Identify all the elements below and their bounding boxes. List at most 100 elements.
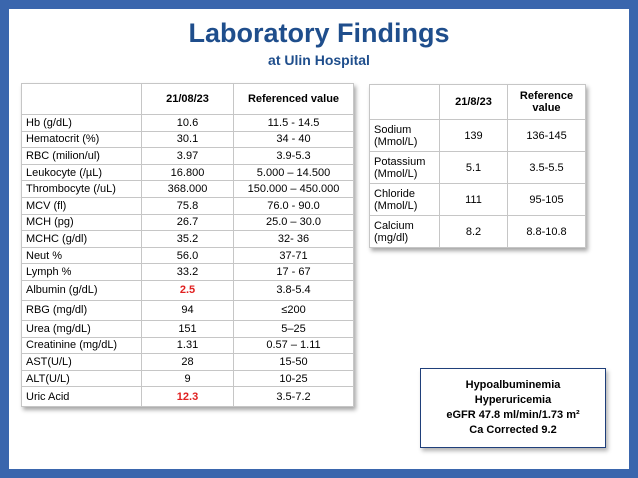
row-reference: 136-145 (507, 119, 586, 152)
table-row: MCV (fl) 75.8 76.0 - 90.0 (21, 196, 354, 215)
row-label: MCH (pg) (21, 213, 142, 232)
row-reference: 150.000 – 450.000 (233, 180, 354, 198)
row-label: Chloride (Mmol/L) (369, 183, 440, 216)
table-row: MCH (pg) 26.7 25.0 – 30.0 (21, 213, 354, 232)
column-header-date: 21/08/23 (141, 83, 234, 115)
table-row: Chloride (Mmol/L) 111 95-105 (369, 183, 586, 216)
row-value: 10.6 (141, 114, 234, 132)
table-header-row: 21/08/23 Referenced value (21, 83, 354, 115)
column-header-label (21, 83, 142, 115)
row-value: 111 (439, 183, 508, 216)
row-value: 139 (439, 119, 508, 152)
row-reference: 3.8-5.4 (233, 279, 354, 301)
row-value: 1.31 (141, 336, 234, 355)
row-value: 9 (141, 369, 234, 388)
table-row: Hb (g/dL) 10.6 11.5 - 14.5 (21, 114, 354, 132)
column-header-label (369, 84, 440, 120)
row-label: MCV (fl) (21, 196, 142, 215)
table-row: Neut % 56.0 37-71 (21, 246, 354, 265)
row-label: Neut % (21, 246, 142, 265)
row-reference: 5.000 – 14.500 (233, 163, 354, 182)
electrolyte-table: 21/8/23 Reference value Sodium (Mmol/L) 1… (369, 84, 586, 248)
table-row: Sodium (Mmol/L) 139 136-145 (369, 119, 586, 152)
row-value: 75.8 (141, 196, 234, 215)
column-header-reference: Referenced value (233, 83, 354, 115)
column-header-reference: Reference value (507, 84, 586, 120)
row-value: 33.2 (141, 263, 234, 281)
row-label: Potassium (Mmol/L) (369, 151, 440, 184)
row-reference: 10-25 (233, 369, 354, 388)
row-reference: 17 - 67 (233, 263, 354, 281)
row-label: ALT(U/L) (21, 369, 142, 388)
row-reference: 3.9-5.3 (233, 147, 354, 165)
row-value: 16.800 (141, 163, 234, 182)
row-label: Albumin (g/dL) (21, 279, 142, 301)
row-reference: 11.5 - 14.5 (233, 114, 354, 132)
row-value: 5.1 (439, 151, 508, 184)
row-label: MCHC (g/dl) (21, 230, 142, 248)
row-label: Lymph % (21, 263, 142, 281)
table-row: AST(U/L) 28 15-50 (21, 353, 354, 371)
row-value: 12.3 (141, 386, 234, 408)
row-value: 94 (141, 299, 234, 321)
row-label: AST(U/L) (21, 353, 142, 371)
row-label: Sodium (Mmol/L) (369, 119, 440, 152)
column-header-date: 21/8/23 (439, 84, 508, 120)
row-reference: 25.0 – 30.0 (233, 213, 354, 232)
table-row: MCHC (g/dl) 35.2 32- 36 (21, 230, 354, 248)
row-label: Leukocyte (/µL) (21, 163, 142, 182)
page-subtitle: at Ulin Hospital (268, 52, 370, 68)
row-reference: 32- 36 (233, 230, 354, 248)
table-row: Leukocyte (/µL) 16.800 5.000 – 14.500 (21, 163, 354, 182)
row-reference: 0.57 – 1.11 (233, 336, 354, 355)
table-row: Creatinine (mg/dL) 1.31 0.57 – 1.11 (21, 336, 354, 355)
table-row: RBG (mg/dl) 94 ≤200 (21, 299, 354, 321)
row-reference: 3.5-5.5 (507, 151, 586, 184)
row-label: Hematocrit (%) (21, 130, 142, 149)
row-reference: ≤200 (233, 299, 354, 321)
summary-line: Ca Corrected 9.2 (469, 424, 557, 436)
table-row: Hematocrit (%) 30.1 34 - 40 (21, 130, 354, 149)
row-reference: 37-71 (233, 246, 354, 265)
row-reference: 34 - 40 (233, 130, 354, 149)
row-label: Calcium (mg/dl) (369, 215, 440, 248)
table-row: Albumin (g/dL) 2.5 3.8-5.4 (21, 279, 354, 301)
table-row: Lymph % 33.2 17 - 67 (21, 263, 354, 281)
row-value: 8.2 (439, 215, 508, 248)
row-value: 28 (141, 353, 234, 371)
row-value: 35.2 (141, 230, 234, 248)
table-header-row: 21/8/23 Reference value (369, 84, 586, 120)
row-value: 30.1 (141, 130, 234, 149)
row-value: 151 (141, 319, 234, 338)
table-row: RBC (milion/ul) 3.97 3.9-5.3 (21, 147, 354, 165)
row-reference: 5–25 (233, 319, 354, 338)
row-label: RBC (milion/ul) (21, 147, 142, 165)
row-label: Urea (mg/dL) (21, 319, 142, 338)
row-reference: 15-50 (233, 353, 354, 371)
row-value: 3.97 (141, 147, 234, 165)
page-title: Laboratory Findings (188, 18, 450, 48)
summary-line: Hypoalbuminemia (465, 379, 561, 391)
row-reference: 8.8-10.8 (507, 215, 586, 248)
row-label: Creatinine (mg/dL) (21, 336, 142, 355)
row-value: 26.7 (141, 213, 234, 232)
table-row: Uric Acid 12.3 3.5-7.2 (21, 386, 354, 408)
table-row: Urea (mg/dL) 151 5–25 (21, 319, 354, 338)
row-label: Uric Acid (21, 386, 142, 408)
summary-line: Hyperuricemia (474, 394, 552, 406)
table-row: Thrombocyte (/uL) 368.000 150.000 – 450.00… (21, 180, 354, 198)
hematology-table: 21/08/23 Referenced value Hb (g/dL) 10.6 1… (21, 83, 354, 408)
row-reference: 76.0 - 90.0 (233, 196, 354, 215)
row-value: 56.0 (141, 246, 234, 265)
row-value: 2.5 (141, 279, 234, 301)
row-label: Hb (g/dL) (21, 114, 142, 132)
summary-line: eGFR 47.8 ml/min/1.73 m² (446, 409, 580, 421)
row-label: Thrombocyte (/uL) (21, 180, 142, 198)
table-row: Calcium (mg/dl) 8.2 8.8-10.8 (369, 215, 586, 248)
summary-box: Hypoalbuminemia Hyperuricemia eGFR 47.8 … (420, 368, 606, 448)
row-reference: 3.5-7.2 (233, 386, 354, 408)
row-value: 368.000 (141, 180, 234, 198)
row-label: RBG (mg/dl) (21, 299, 142, 321)
table-row: ALT(U/L) 9 10-25 (21, 369, 354, 388)
table-row: Potassium (Mmol/L) 5.1 3.5-5.5 (369, 151, 586, 184)
